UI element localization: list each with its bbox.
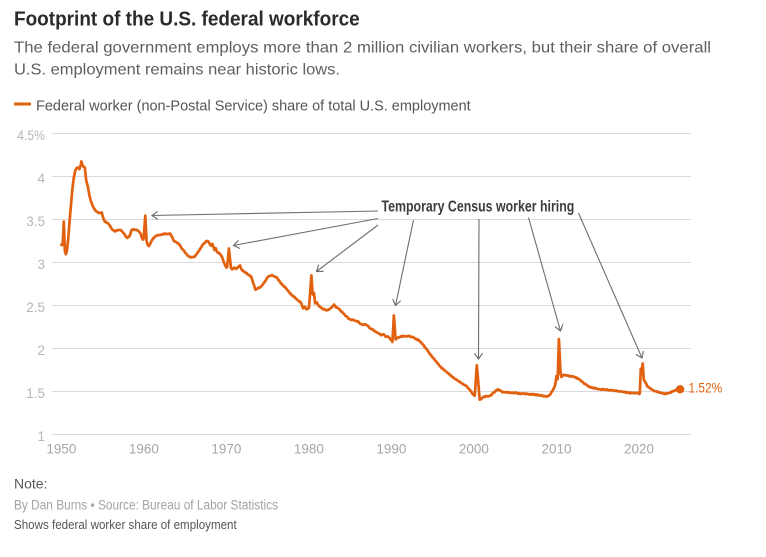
svg-text:Federal worker (non-Postal Ser: Federal worker (non-Postal Service) shar… [36, 98, 471, 115]
svg-text:3.5: 3.5 [26, 214, 45, 229]
svg-text:1970: 1970 [211, 441, 241, 457]
svg-text:1980: 1980 [294, 441, 324, 457]
svg-text:By Dan Burns • Source: Bureau: By Dan Burns • Source: Bureau of Labor S… [14, 498, 278, 513]
svg-text:1: 1 [37, 429, 45, 444]
svg-text:1.5: 1.5 [26, 386, 45, 401]
svg-text:Shows federal worker share of: Shows federal worker share of employment [14, 517, 237, 532]
svg-text:The federal government employs: The federal government employs more than… [14, 40, 711, 57]
svg-text:2020: 2020 [624, 441, 654, 457]
svg-text:2.5: 2.5 [26, 300, 45, 315]
svg-text:2000: 2000 [459, 441, 489, 457]
svg-text:1950: 1950 [46, 441, 76, 457]
svg-text:3: 3 [37, 257, 45, 272]
svg-text:2010: 2010 [542, 441, 572, 457]
svg-text:4: 4 [37, 171, 45, 186]
svg-text:1990: 1990 [376, 441, 406, 457]
svg-text:1.52%: 1.52% [689, 381, 723, 396]
svg-text:4.5%: 4.5% [17, 128, 45, 143]
svg-text:Note:: Note: [14, 476, 47, 492]
svg-text:1960: 1960 [129, 441, 159, 457]
svg-text:Temporary Census worker hiring: Temporary Census worker hiring [382, 199, 575, 216]
svg-text:Footprint of the U.S. federal: Footprint of the U.S. federal workforce [14, 9, 360, 31]
svg-text:U.S. employment remains near h: U.S. employment remains near historic lo… [14, 62, 340, 79]
svg-text:2: 2 [37, 343, 45, 358]
